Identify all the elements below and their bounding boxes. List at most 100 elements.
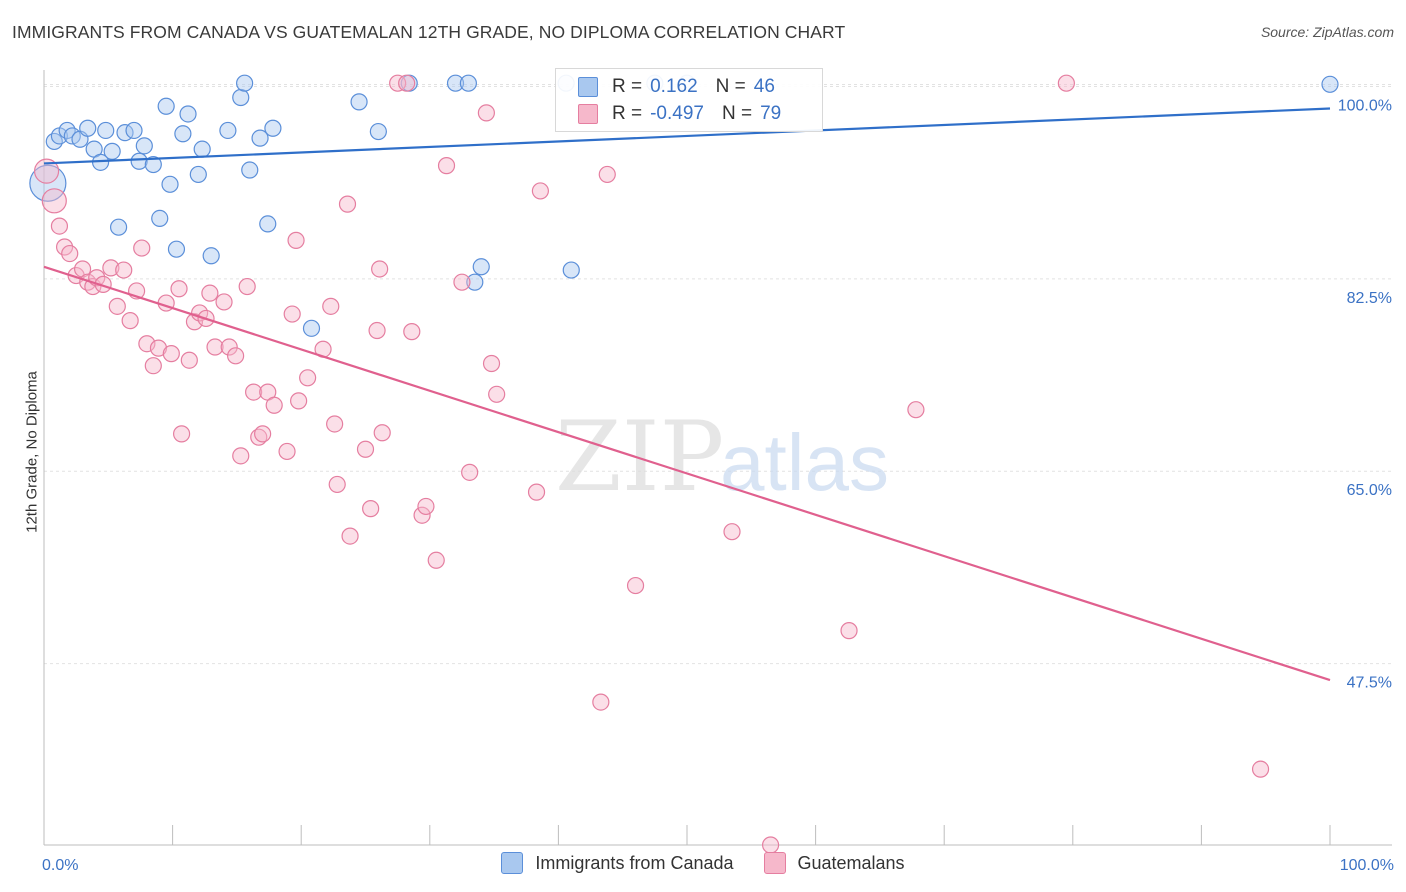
data-point (220, 338, 238, 356)
data-point (130, 152, 148, 170)
watermark-zip: ZIP (555, 401, 724, 513)
r-label: R = (612, 103, 643, 124)
data-point (173, 425, 191, 443)
stats-legend: R = 0.162 N = 46 R = -0.497 N = 79 (555, 68, 823, 132)
data-point (840, 622, 858, 640)
y-tick-label: 47.5% (1347, 675, 1392, 692)
data-point (531, 182, 549, 200)
data-point (761, 836, 780, 854)
data-point (151, 209, 169, 228)
data-point (389, 74, 407, 92)
series-legend: Immigrants from Canada Guatemalans (0, 852, 1406, 874)
legend-swatch-canada (501, 852, 524, 874)
data-point (133, 239, 151, 257)
data-points (29, 74, 1339, 854)
data-point (265, 396, 283, 414)
data-point (259, 215, 277, 233)
data-point (341, 527, 359, 545)
data-point (403, 323, 421, 341)
data-point (149, 339, 168, 357)
data-point (115, 261, 133, 279)
data-point (488, 385, 506, 403)
n-label: N = (721, 103, 753, 124)
data-point (328, 475, 346, 494)
data-point (174, 125, 192, 143)
data-point (356, 440, 375, 458)
data-point (290, 392, 308, 410)
data-point (227, 347, 245, 365)
data-point (241, 161, 259, 179)
data-point (368, 321, 386, 340)
data-point (278, 442, 296, 461)
axes (43, 70, 1392, 846)
data-point (144, 155, 162, 174)
stats-row-canada: R = 0.162 N = 46 (578, 75, 775, 99)
data-point (170, 280, 188, 298)
data-point (232, 447, 250, 465)
data-point (180, 351, 198, 369)
data-point (109, 218, 128, 236)
x-tick-label: 100.0% (1340, 857, 1394, 874)
legend-item-canada[interactable]: Immigrants from Canada (501, 852, 734, 874)
data-point (371, 260, 389, 278)
watermark: ZIP atlas (555, 401, 889, 513)
data-point (215, 293, 233, 311)
data-point (33, 158, 60, 184)
data-point (61, 244, 79, 263)
data-point (108, 297, 126, 315)
data-point (338, 195, 357, 213)
data-point (41, 188, 67, 214)
data-point (251, 129, 269, 147)
data-point (907, 401, 925, 419)
data-point (417, 497, 435, 516)
chart-title: IMMIGRANTS FROM CANADA VS GUATEMALAN 12T… (12, 22, 846, 42)
data-point (73, 260, 92, 278)
data-point (461, 463, 479, 481)
r-value: -0.497 (650, 103, 704, 124)
y-tick-label: 100.0% (1338, 97, 1392, 114)
series-points (29, 74, 1339, 337)
legend-swatch-guatemalans (763, 852, 786, 874)
data-point (167, 240, 186, 258)
data-point (102, 259, 120, 277)
data-point (79, 119, 97, 137)
data-point (162, 345, 180, 363)
data-point (97, 121, 115, 140)
data-point (50, 217, 69, 235)
data-point (598, 165, 616, 184)
stats-row-guatemalans: R = -0.497 N = 79 (578, 102, 781, 126)
data-point (527, 483, 546, 501)
data-point (236, 74, 254, 92)
n-value: 46 (753, 76, 775, 97)
data-point (626, 576, 645, 595)
data-point (189, 165, 207, 184)
y-tick-label: 82.5% (1347, 290, 1392, 307)
data-point (193, 140, 211, 158)
tick-labels: 47.5% 65.0% 82.5% 100.0% 0.0% 100.0% (42, 97, 1394, 874)
data-point (373, 424, 391, 442)
data-point (157, 97, 175, 115)
data-point (1321, 75, 1339, 93)
trend-line (43, 107, 1331, 165)
data-point (283, 305, 301, 323)
n-label: N = (715, 76, 746, 97)
series-points (33, 74, 1270, 854)
data-point (350, 93, 368, 111)
data-point (477, 104, 495, 122)
data-point (398, 74, 416, 92)
data-point (466, 273, 484, 291)
legend-item-guatemalans[interactable]: Guatemalans (763, 852, 905, 874)
data-point (202, 247, 220, 265)
source-label: Source: ZipAtlas.com (1260, 24, 1394, 40)
data-point (219, 121, 237, 140)
data-point (413, 506, 431, 524)
data-point (254, 425, 272, 443)
data-point (161, 175, 179, 193)
data-point (103, 142, 121, 160)
x-tick-label: 0.0% (42, 857, 78, 874)
data-point (238, 277, 256, 296)
legend-swatch-canada (578, 77, 598, 97)
data-point (472, 258, 490, 276)
data-point (437, 157, 456, 175)
